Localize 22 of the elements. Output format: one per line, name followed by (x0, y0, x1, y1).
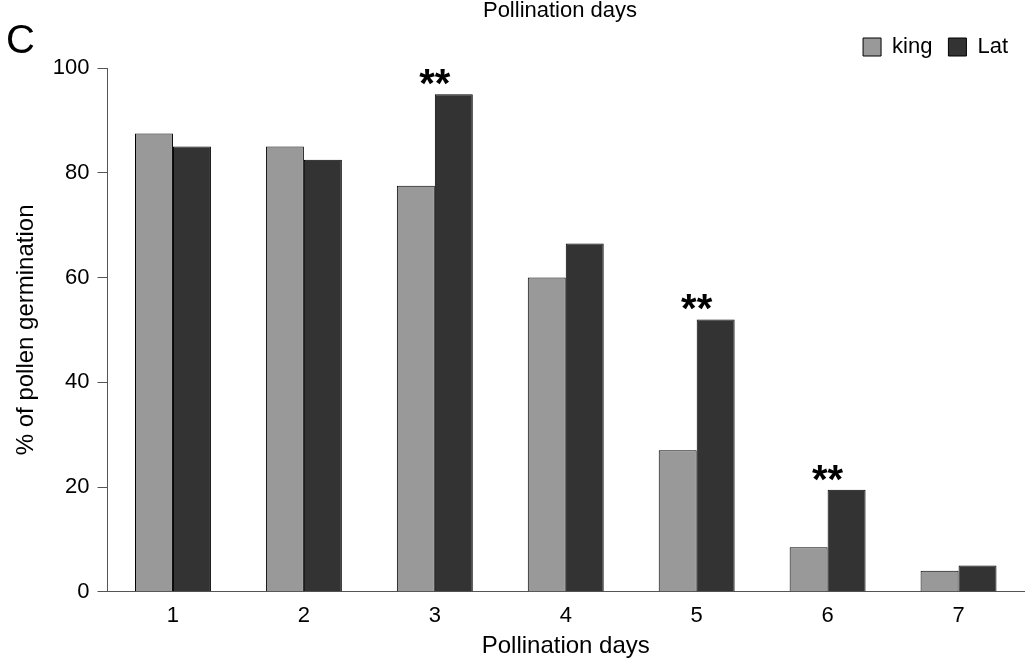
y-axis-title: % of pollen germination (11, 204, 39, 456)
x-tick-label: 1 (166, 602, 180, 628)
y-tick-label: 80 (65, 158, 90, 184)
x-tick-label: 6 (821, 602, 834, 628)
text: C (6, 17, 35, 62)
x-tick-label: 7 (952, 602, 965, 628)
y-tick-label: 0 (77, 577, 90, 603)
y-tick-label: 40 (65, 368, 90, 394)
x-tick-label: 5 (690, 602, 703, 628)
x-axis-title: Pollination days (481, 631, 650, 659)
legend-label: king (892, 33, 933, 59)
annotation: ** (681, 286, 713, 331)
y-tick-label: 100 (52, 54, 90, 80)
chart-title: Pollination days (482, 0, 638, 23)
x-tick-label: 2 (297, 602, 311, 628)
legend-label: Lat (977, 33, 1009, 59)
annotation: ** (419, 61, 451, 106)
y-tick-label: 20 (65, 473, 90, 499)
x-tick-label: 4 (559, 602, 572, 628)
y-tick-label: 60 (65, 263, 90, 289)
x-tick-label: 3 (428, 602, 441, 628)
annotation: ** (812, 456, 844, 501)
